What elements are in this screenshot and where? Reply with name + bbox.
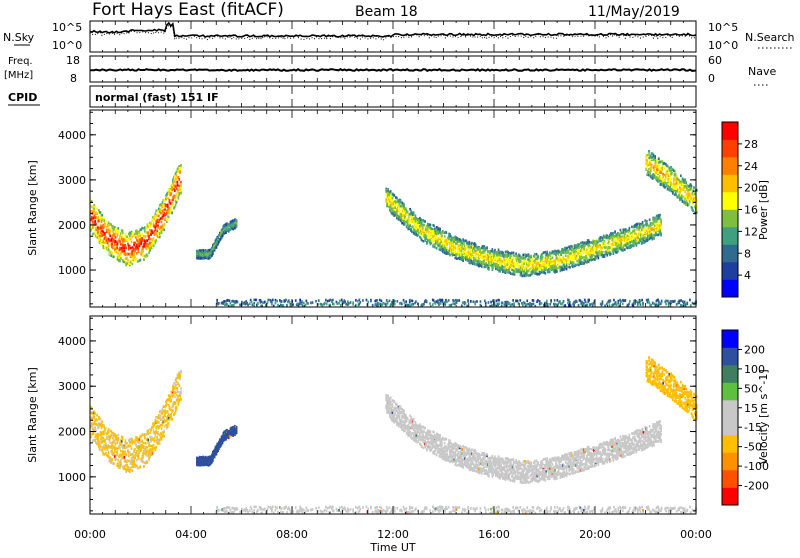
cpid-value: normal (fast) 151 IF [95,91,219,104]
nsky-tick-top: 10^5 [52,21,82,34]
range-tick-label: 2000 [58,426,86,439]
velocity-colorbar-tick: 15 [744,402,758,415]
noise-strip: N.Sky 10^5 10^0 10^5 10^0 N.Search [3,21,795,52]
power-colorbar-tick: 8 [744,247,751,260]
freq-unit-label: [MHz] [4,70,33,81]
velocity-panel: 1000 2000 3000 4000 Slant Range [km] [26,316,698,514]
range-tick-label: 4000 [58,129,86,142]
power-colorbar-tick: 24 [744,160,758,173]
time-axis-label: Time UT [369,541,415,554]
time-tick-label: 16:00 [478,528,510,541]
power-panel: 1000 2000 3000 4000 Slant Range [km] [26,110,698,307]
power-ylabel: Slant Range [km] [26,160,39,256]
date-label: 11/May/2019 [588,4,680,20]
nsearch-tick-bottom: 10^0 [708,39,738,52]
nsky-tick-bottom: 10^0 [52,39,82,52]
power-colorbar-label: Power [dB] [757,180,770,240]
range-tick-label: 3000 [58,380,86,393]
time-tick-label: 12:00 [377,528,409,541]
cpid-label: CPID [8,91,37,104]
velocity-colorbar-tick: 200 [744,343,765,356]
freq-trace [90,69,696,71]
power-colorbar-tick: 16 [744,204,758,217]
power-colorbar-tick: 28 [744,138,758,151]
range-tick-label: 3000 [58,174,86,187]
power-colorbar: 4 8 12 16 20 24 28 Power [dB] [722,122,770,297]
nave-tick-top: 60 [708,54,722,67]
power-echoes [90,150,698,307]
velocity-range-ticks: 1000 2000 3000 4000 [58,318,696,511]
power-colorbar-tick: 12 [744,225,758,238]
radar-title: Fort Hays East (fitACF) [92,0,284,20]
nave-label: Nave [748,65,776,78]
velocity-colorbar-tick: -200 [744,480,769,493]
velocity-colorbar-label: Velocity [m s^-1] [757,369,770,464]
nave-tick-bottom: 0 [708,72,715,85]
nsearch-tick-top: 10^5 [708,21,738,34]
time-tick-label: 00:00 [680,528,712,541]
freq-tick-top: 18 [66,54,80,67]
velocity-ylabel: Slant Range [km] [26,367,39,463]
range-tick-label: 2000 [58,219,86,232]
freq-strip: Freq. [MHz] 18 8 60 0 Nave [4,54,776,85]
time-tick-label: 04:00 [175,528,207,541]
time-tick-label: 00:00 [74,528,106,541]
freq-label: Freq. [8,56,33,67]
nsearch-label: N.Search [745,31,795,44]
power-range-ticks: 1000 2000 3000 4000 [58,112,696,304]
nsky-label: N.Sky [3,31,35,44]
power-colorbar-tick: 4 [744,269,751,282]
velocity-echoes [90,356,698,514]
time-tick-label: 08:00 [276,528,308,541]
beam-label: Beam 18 [355,4,418,20]
power-colorbar-tick: 20 [744,182,758,195]
range-tick-label: 4000 [58,335,86,348]
range-tick-label: 1000 [58,471,86,484]
velocity-colorbar-tick: 50 [744,382,758,395]
time-tick-label: 20:00 [579,528,611,541]
freq-tick-bottom: 8 [70,72,77,85]
range-tick-label: 1000 [58,264,86,277]
